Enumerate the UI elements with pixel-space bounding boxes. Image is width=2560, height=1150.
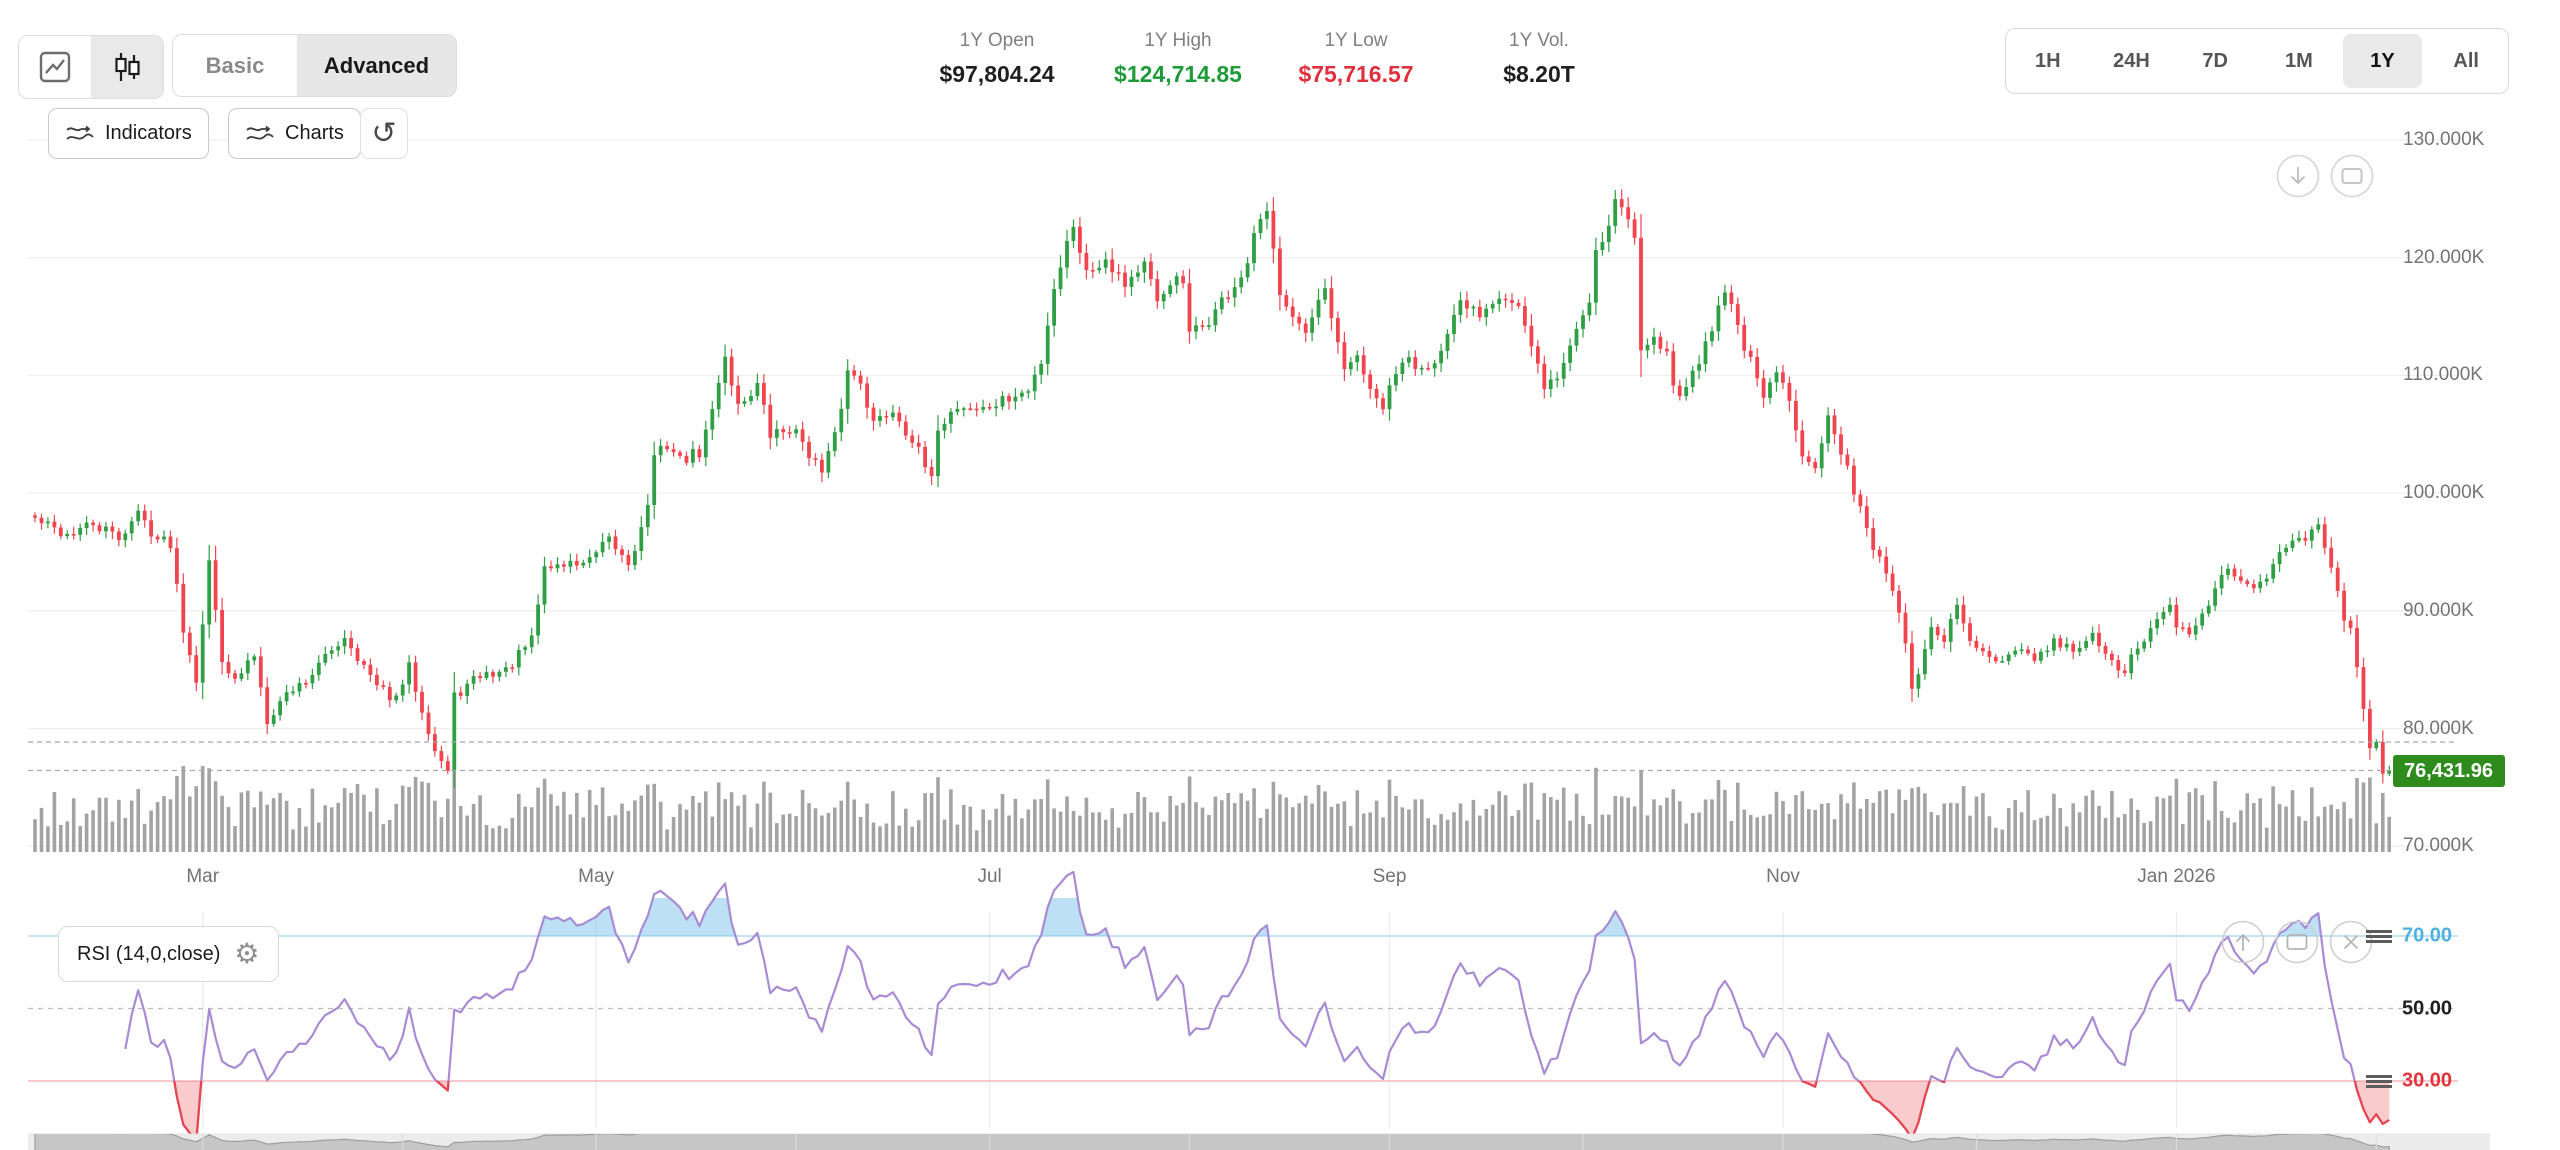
- stat-1y-high: 1Y High $124,714.85: [1114, 30, 1242, 88]
- advanced-label: Advanced: [323, 52, 430, 78]
- stat-value: $75,716.57: [1298, 61, 1414, 87]
- stat-label: 1Y Vol.: [1509, 30, 1569, 51]
- charts-button[interactable]: Charts: [228, 108, 361, 159]
- candlestick-toggle-button[interactable]: [91, 36, 163, 98]
- charts-waves-icon: [246, 125, 274, 140]
- fullscreen-icon: [2330, 154, 2374, 198]
- timeframe-24h[interactable]: 24H: [2113, 49, 2150, 72]
- stat-1y-low: 1Y Low $75,716.57: [1298, 30, 1413, 88]
- download-chart-button[interactable]: [2276, 154, 2320, 198]
- fullscreen-icon: [2275, 920, 2319, 964]
- arrow-up-icon: [2221, 920, 2265, 964]
- y-axis-label: 120.000K: [2403, 246, 2485, 268]
- indicator-waves-icon: [66, 125, 94, 140]
- timeframe-1h[interactable]: 1H: [2035, 49, 2061, 72]
- current-price-badge: 76,431.96: [2393, 755, 2505, 787]
- reset-chart-button[interactable]: ↺: [360, 108, 408, 159]
- basic-label: Basic: [205, 52, 265, 78]
- chart-type-toggle: [18, 35, 164, 99]
- indicators-button[interactable]: Indicators: [48, 108, 209, 159]
- stat-label: 1Y Open: [959, 30, 1035, 51]
- line-chart-icon: [39, 51, 71, 83]
- rsi-level-label: 70.00: [2402, 924, 2453, 947]
- tab-basic[interactable]: Basic: [173, 35, 297, 96]
- y-axis-label: 70.000K: [2403, 835, 2474, 857]
- level-drag-handle[interactable]: [2366, 940, 2392, 943]
- x-axis-label: Jul: [977, 866, 1002, 887]
- tab-advanced[interactable]: Advanced: [297, 35, 456, 96]
- rsi-level-label: 50.00: [2402, 997, 2453, 1019]
- line-chart-toggle-button[interactable]: [19, 36, 91, 98]
- level-drag-handle[interactable]: [2366, 1080, 2392, 1083]
- rsi-settings-gear-icon[interactable]: ⚙: [234, 937, 260, 970]
- x-axis-label: Mar: [186, 866, 220, 887]
- level-drag-handle[interactable]: [2366, 1085, 2392, 1088]
- mode-toggle: Basic Advanced: [172, 34, 457, 97]
- y-axis-label: 90.000K: [2403, 599, 2474, 621]
- rsi-level-label: 30.00: [2402, 1069, 2453, 1092]
- y-axis-label: 80.000K: [2403, 717, 2474, 739]
- stat-value: $124,714.85: [1114, 61, 1242, 87]
- download-icon: [2276, 154, 2320, 198]
- level-drag-handle[interactable]: [2366, 935, 2392, 938]
- y-axis-label: 100.000K: [2403, 482, 2485, 504]
- level-drag-handle[interactable]: [2366, 930, 2392, 933]
- stat-1y-vol-: 1Y Vol. $8.20T: [1503, 30, 1575, 88]
- y-axis-label: 130.000K: [2403, 129, 2485, 150]
- reset-undo-icon: ↺: [371, 115, 397, 151]
- timeframe-1y[interactable]: 1Y: [2342, 34, 2423, 88]
- x-axis-label: Nov: [1766, 866, 1800, 887]
- level-drag-handle[interactable]: [2366, 1075, 2392, 1078]
- x-axis-label: Jan 2026: [2137, 866, 2216, 887]
- stat-1y-open: 1Y Open $97,804.24: [939, 30, 1054, 88]
- fullscreen-chart-button[interactable]: [2330, 154, 2374, 198]
- stat-value: $97,804.24: [939, 61, 1055, 87]
- rsi-indicator-chip[interactable]: RSI (14,0,close) ⚙: [58, 926, 279, 982]
- x-axis-label: Sep: [1372, 866, 1407, 887]
- charts-label: Charts: [285, 122, 344, 144]
- navigator-strip[interactable]: [28, 1116, 2490, 1150]
- stat-label: 1Y High: [1144, 30, 1212, 51]
- indicators-label: Indicators: [105, 122, 192, 144]
- candlestick-icon: [115, 53, 140, 81]
- stat-value: $8.20T: [1503, 61, 1575, 87]
- y-axis-label: 110.000K: [2403, 364, 2483, 386]
- volume-series: [33, 766, 2391, 852]
- stat-label: 1Y Low: [1324, 30, 1388, 51]
- timeframe-7d[interactable]: 7D: [2202, 49, 2228, 72]
- x-axis-label: May: [578, 866, 615, 887]
- candlestick-series: [33, 189, 2392, 789]
- rsi-move-up-button[interactable]: [2221, 920, 2265, 964]
- rsi-label: RSI (14,0,close): [77, 942, 221, 965]
- timeframe-1m[interactable]: 1M: [2284, 49, 2313, 72]
- rsi-line: [124, 870, 2390, 1143]
- timeframe-selector: 1H 24H 7D 1M 1Y All: [2005, 28, 2509, 94]
- timeframe-all[interactable]: All: [2453, 49, 2479, 72]
- rsi-fullscreen-button[interactable]: [2275, 920, 2319, 964]
